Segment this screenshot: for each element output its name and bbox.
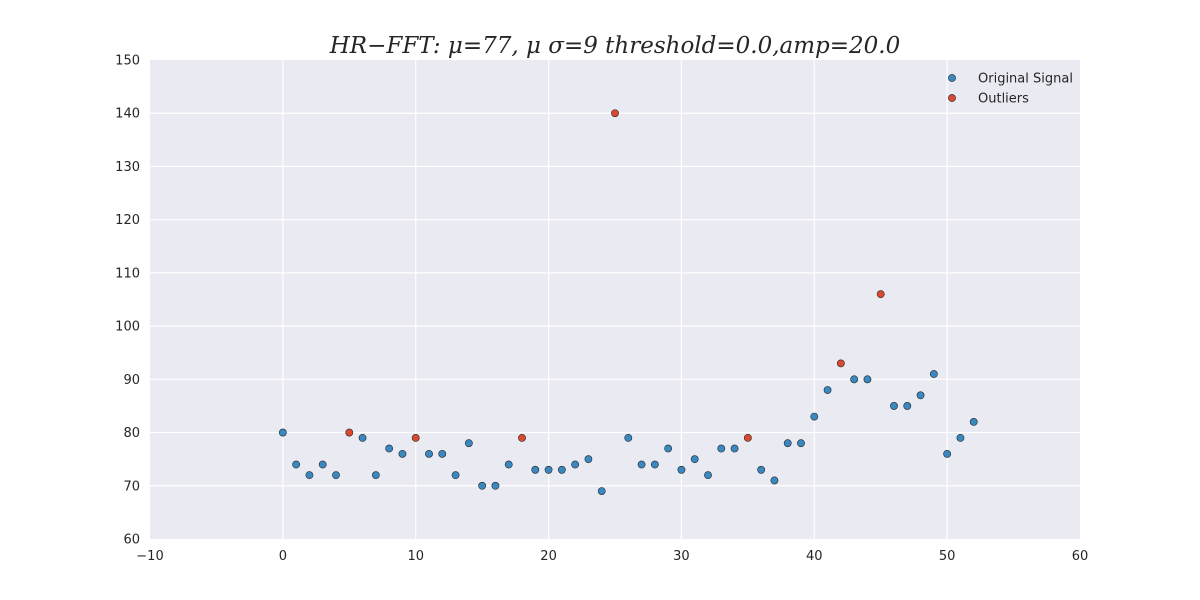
point-outliers bbox=[518, 433, 526, 442]
y-tick-label: 110 bbox=[115, 266, 140, 281]
data-points bbox=[278, 109, 978, 495]
y-tick-label: 130 bbox=[115, 160, 140, 175]
y-tick-label: 80 bbox=[123, 426, 140, 441]
point-original-signal bbox=[797, 439, 805, 448]
point-original-signal bbox=[305, 471, 314, 480]
point-original-signal bbox=[332, 471, 340, 480]
point-original-signal bbox=[730, 444, 739, 453]
point-original-signal bbox=[690, 455, 699, 464]
point-original-signal bbox=[557, 465, 566, 474]
legend: Original Signal Outliers bbox=[948, 72, 1073, 107]
point-original-signal bbox=[850, 375, 859, 384]
plot-area bbox=[150, 60, 1080, 539]
point-original-signal bbox=[677, 465, 686, 474]
point-original-signal bbox=[969, 418, 978, 426]
point-original-signal bbox=[425, 449, 433, 458]
point-original-signal bbox=[292, 460, 301, 469]
point-outliers bbox=[345, 428, 354, 437]
y-tick-label: 90 bbox=[123, 373, 140, 388]
point-original-signal bbox=[438, 449, 447, 458]
point-original-signal bbox=[571, 460, 580, 469]
point-original-signal bbox=[890, 402, 898, 410]
x-tick-label: 10 bbox=[407, 549, 424, 564]
point-original-signal bbox=[544, 465, 553, 474]
point-original-signal bbox=[783, 439, 792, 448]
point-original-signal bbox=[810, 412, 819, 421]
legend-marker-original-signal bbox=[948, 74, 956, 82]
x-tick-label: 50 bbox=[939, 549, 956, 564]
point-original-signal bbox=[770, 476, 779, 485]
y-tick-label: 70 bbox=[123, 479, 140, 494]
point-original-signal bbox=[664, 444, 673, 453]
point-original-signal bbox=[584, 455, 593, 464]
point-original-signal bbox=[318, 460, 327, 469]
point-original-signal bbox=[531, 465, 540, 474]
point-original-signal bbox=[916, 391, 925, 400]
chart-title: HR−FFT: μ=77, μ σ=9 threshold=0.0,amp=20… bbox=[329, 33, 901, 59]
point-original-signal bbox=[597, 487, 606, 495]
point-original-signal bbox=[943, 449, 952, 458]
point-original-signal bbox=[398, 449, 407, 458]
legend-label-outliers: Outliers bbox=[978, 92, 1029, 107]
point-original-signal bbox=[451, 471, 460, 480]
y-tick-label: 60 bbox=[123, 533, 140, 548]
x-tick-label: 60 bbox=[1072, 549, 1089, 564]
point-original-signal bbox=[637, 460, 646, 469]
point-original-signal bbox=[757, 465, 766, 474]
legend-label-original-signal: Original Signal bbox=[978, 72, 1073, 87]
point-original-signal bbox=[650, 460, 659, 469]
point-original-signal bbox=[903, 402, 912, 410]
y-tick-label: 100 bbox=[115, 320, 140, 335]
point-outliers bbox=[411, 433, 420, 442]
point-original-signal bbox=[385, 444, 394, 453]
y-tick-label: 150 bbox=[115, 54, 140, 69]
point-original-signal bbox=[624, 433, 633, 442]
point-original-signal bbox=[956, 433, 965, 442]
point-original-signal bbox=[478, 481, 487, 490]
point-original-signal bbox=[491, 481, 500, 490]
point-original-signal bbox=[863, 375, 872, 384]
x-tick-label: 0 bbox=[279, 549, 287, 564]
point-original-signal bbox=[464, 439, 473, 448]
x-tick-label: 40 bbox=[806, 549, 823, 564]
point-original-signal bbox=[823, 386, 832, 394]
point-original-signal bbox=[278, 428, 287, 437]
x-tick-label: 20 bbox=[540, 549, 557, 564]
point-original-signal bbox=[371, 471, 380, 480]
point-original-signal bbox=[929, 370, 938, 378]
x-tick-label: 30 bbox=[673, 549, 690, 564]
y-axis-ticks: 60 70 80 90 100 110 120 130 140 150 bbox=[115, 54, 140, 548]
x-axis-ticks: −10 0 10 20 30 40 50 60 bbox=[136, 549, 1088, 564]
point-outliers bbox=[836, 359, 845, 368]
legend-marker-outliers bbox=[948, 94, 956, 102]
point-outliers bbox=[611, 109, 619, 118]
point-original-signal bbox=[717, 444, 726, 453]
y-tick-label: 120 bbox=[115, 213, 140, 228]
point-original-signal bbox=[704, 471, 712, 480]
x-tick-label: −10 bbox=[136, 549, 163, 564]
point-original-signal bbox=[504, 460, 513, 469]
point-original-signal bbox=[358, 433, 367, 442]
point-outliers bbox=[743, 433, 752, 442]
point-outliers bbox=[876, 290, 885, 299]
y-tick-label: 140 bbox=[115, 107, 140, 122]
